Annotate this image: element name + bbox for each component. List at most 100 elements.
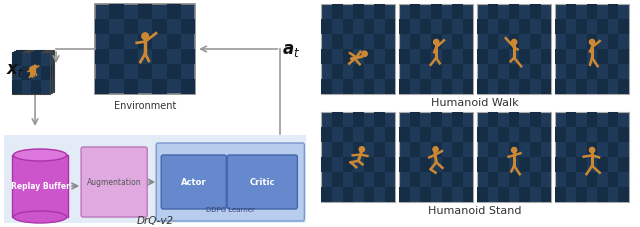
Bar [452,5,463,20]
Bar [16,79,26,93]
Bar [138,35,152,50]
Bar [124,80,138,95]
Bar [509,35,520,50]
Bar [541,80,551,95]
Bar [321,80,332,95]
Bar [608,142,618,157]
Bar [152,20,166,35]
Bar [541,157,551,172]
Bar [452,113,463,127]
Bar [35,79,45,93]
Circle shape [142,34,148,40]
Bar [332,5,342,20]
Bar [597,20,608,35]
Bar [587,142,597,157]
Bar [452,172,463,187]
Bar [321,20,332,35]
Bar [587,113,597,127]
Bar [181,50,195,65]
Bar [14,52,52,94]
Bar [477,5,551,95]
Bar [31,81,40,95]
Bar [477,157,488,172]
Bar [488,113,499,127]
Bar [321,187,332,202]
Bar [399,80,410,95]
Bar [463,50,473,65]
Ellipse shape [13,149,67,161]
Bar [520,50,530,65]
Bar [22,67,31,81]
FancyBboxPatch shape [161,155,227,209]
Bar [499,187,509,202]
Bar [410,65,420,80]
Bar [566,65,576,80]
Bar [152,50,166,65]
Bar [618,80,629,95]
Bar [530,172,541,187]
Bar [332,113,342,127]
Bar [364,80,374,95]
Bar [597,80,608,95]
Bar [576,20,587,35]
Bar [332,65,342,80]
Bar [385,127,396,142]
Bar [385,187,396,202]
Circle shape [30,68,32,70]
Bar [618,187,629,202]
Bar [555,127,566,142]
Bar [520,20,530,35]
Bar [321,157,332,172]
Bar [321,113,396,202]
Bar [520,127,530,142]
Bar [124,20,138,35]
Bar [509,142,520,157]
Bar [374,65,385,80]
Bar [410,5,420,20]
Bar [618,157,629,172]
Bar [124,50,138,65]
Text: DDPG Learner: DDPG Learner [206,206,255,212]
FancyBboxPatch shape [156,143,305,221]
Text: Environment: Environment [114,101,177,111]
Bar [353,65,364,80]
Bar [35,51,45,65]
FancyBboxPatch shape [227,155,298,209]
Bar [385,157,396,172]
Bar [477,113,551,202]
Bar [332,142,342,157]
Bar [587,65,597,80]
Bar [431,35,442,50]
Bar [597,157,608,172]
Bar [399,50,410,65]
Bar [587,172,597,187]
Bar [587,35,597,50]
Bar [509,65,520,80]
Bar [420,187,431,202]
Bar [385,50,396,65]
Bar [12,81,22,95]
Bar [353,172,364,187]
Bar [364,20,374,35]
Bar [576,127,587,142]
Bar [374,5,385,20]
Bar [138,5,152,20]
Bar [342,80,353,95]
Bar [342,127,353,142]
Bar [608,113,618,127]
Bar [385,80,396,95]
Bar [541,20,551,35]
Bar [14,80,24,94]
Bar [555,157,566,172]
Ellipse shape [13,211,67,223]
Bar [463,157,473,172]
Bar [364,187,374,202]
Bar [541,127,551,142]
Bar [618,50,629,65]
Bar [566,142,576,157]
Bar [33,52,42,66]
Bar [399,157,410,172]
Bar [576,187,587,202]
Bar [618,20,629,35]
Bar [530,35,541,50]
